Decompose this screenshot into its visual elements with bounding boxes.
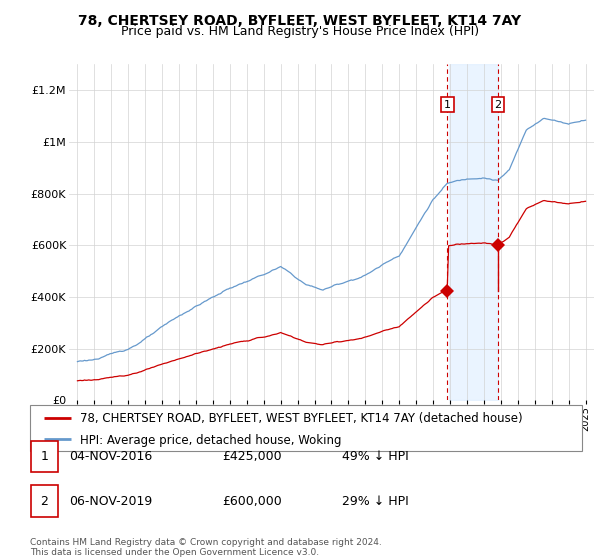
Text: Contains HM Land Registry data © Crown copyright and database right 2024.
This d: Contains HM Land Registry data © Crown c… xyxy=(30,538,382,557)
Text: 49% ↓ HPI: 49% ↓ HPI xyxy=(342,450,409,463)
FancyBboxPatch shape xyxy=(30,405,582,451)
FancyBboxPatch shape xyxy=(31,441,58,472)
Text: 06-NOV-2019: 06-NOV-2019 xyxy=(69,494,152,508)
Text: 2: 2 xyxy=(40,494,49,508)
Text: 04-NOV-2016: 04-NOV-2016 xyxy=(69,450,152,463)
Text: 78, CHERTSEY ROAD, BYFLEET, WEST BYFLEET, KT14 7AY (detached house): 78, CHERTSEY ROAD, BYFLEET, WEST BYFLEET… xyxy=(80,412,523,425)
Text: £425,000: £425,000 xyxy=(222,450,281,463)
Text: Price paid vs. HM Land Registry's House Price Index (HPI): Price paid vs. HM Land Registry's House … xyxy=(121,25,479,38)
Text: 78, CHERTSEY ROAD, BYFLEET, WEST BYFLEET, KT14 7AY: 78, CHERTSEY ROAD, BYFLEET, WEST BYFLEET… xyxy=(79,14,521,28)
Text: 2: 2 xyxy=(494,100,502,110)
Text: 1: 1 xyxy=(444,100,451,110)
Text: 29% ↓ HPI: 29% ↓ HPI xyxy=(342,494,409,508)
Text: 1: 1 xyxy=(40,450,49,463)
Text: HPI: Average price, detached house, Woking: HPI: Average price, detached house, Woki… xyxy=(80,434,341,447)
Text: £600,000: £600,000 xyxy=(222,494,282,508)
FancyBboxPatch shape xyxy=(31,486,58,517)
